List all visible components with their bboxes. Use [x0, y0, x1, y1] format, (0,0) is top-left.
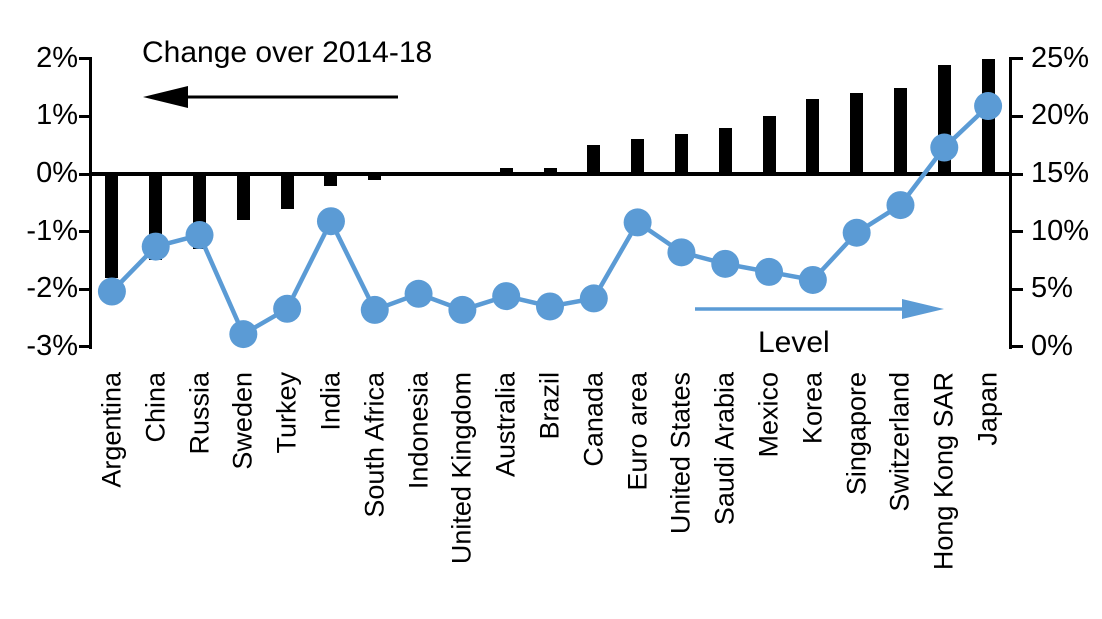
- category-label-canada: Canada: [578, 372, 609, 467]
- bar-mexico: [762, 116, 776, 174]
- bar-switzerland: [893, 87, 907, 174]
- category-label-australia: Australia: [490, 372, 521, 478]
- bar-korea: [806, 99, 820, 174]
- category-label-japan: Japan: [972, 372, 1003, 446]
- bar-sweden: [236, 174, 250, 221]
- left-tick-label: 1%: [36, 99, 78, 132]
- level-dot-turkey: [273, 294, 302, 323]
- bar-canada: [587, 145, 601, 174]
- bar-brazil: [543, 168, 557, 174]
- left-tick-label: 0%: [36, 156, 78, 189]
- bar-china: [149, 174, 163, 261]
- category-label-indonesia: Indonesia: [403, 372, 434, 490]
- level-dot-korea: [798, 265, 827, 294]
- right-tick-mark: [1012, 172, 1023, 176]
- right-tick-label: 5%: [1031, 272, 1073, 305]
- category-label-saudi-arabia: Saudi Arabia: [709, 372, 740, 526]
- level-dot-sweden: [229, 320, 258, 349]
- level-dot-singapore: [842, 218, 871, 247]
- level-dot-euro-area: [623, 208, 652, 237]
- right-tick-label: 0%: [1031, 329, 1073, 362]
- bar-russia: [193, 174, 207, 249]
- left-tick-label: -2%: [26, 272, 78, 305]
- right-axis-spine: [1008, 57, 1012, 349]
- level-dot-canada: [579, 284, 608, 313]
- right-tick-label: 10%: [1031, 214, 1090, 247]
- level-dot-saudi-arabia: [711, 249, 740, 278]
- level-dot-united-kingdom: [448, 295, 477, 324]
- category-label-hong-kong-sar: Hong Kong SAR: [928, 372, 959, 571]
- bar-india: [324, 174, 338, 186]
- level-dot-mexico: [755, 257, 784, 286]
- category-label-singapore: Singapore: [841, 372, 872, 496]
- left-tick-mark: [79, 57, 90, 61]
- right-tick-label: 20%: [1031, 99, 1090, 132]
- left-arrow-icon: [143, 86, 398, 108]
- left-tick-label: -3%: [26, 329, 78, 362]
- right-tick-mark: [1012, 230, 1023, 234]
- category-label-india: India: [315, 372, 346, 431]
- left-tick-mark: [79, 114, 90, 118]
- left-tick-mark: [79, 230, 90, 234]
- category-label-korea: Korea: [797, 372, 828, 445]
- bar-japan: [981, 58, 995, 174]
- left-tick-mark: [79, 172, 90, 176]
- right-tick-mark: [1012, 57, 1023, 61]
- bar-saudi-arabia: [718, 127, 732, 174]
- bar-singapore: [850, 93, 864, 174]
- bar-argentina: [105, 174, 119, 278]
- level-dot-argentina: [97, 277, 126, 306]
- level-dot-australia: [492, 282, 521, 311]
- category-label-brazil: Brazil: [534, 372, 565, 440]
- bar-south-africa: [368, 174, 382, 180]
- level-dot-south-africa: [360, 295, 389, 324]
- level-dot-switzerland: [886, 191, 915, 220]
- left-tick-mark: [79, 287, 90, 291]
- category-label-turkey: Turkey: [271, 372, 302, 454]
- left-tick-label: -1%: [26, 214, 78, 247]
- right-tick-mark: [1012, 114, 1023, 118]
- category-label-mexico: Mexico: [753, 372, 784, 458]
- category-label-united-kingdom: United Kingdom: [446, 372, 477, 565]
- level-dot-indonesia: [404, 279, 433, 308]
- category-label-russia: Russia: [184, 372, 215, 455]
- right-arrow-icon: [695, 299, 944, 319]
- category-label-argentina: Argentina: [96, 372, 127, 488]
- bar-united-states: [674, 133, 688, 174]
- left-tick-mark: [79, 345, 90, 349]
- category-label-south-africa: South Africa: [359, 372, 390, 518]
- category-label-euro-area: Euro area: [622, 372, 653, 491]
- bar-series-label: Change over 2014-18: [142, 36, 433, 69]
- category-label-sweden: Sweden: [227, 372, 258, 470]
- left-axis-spine: [88, 57, 92, 349]
- line-series-label: Level: [758, 326, 830, 359]
- bar-hong-kong-sar: [937, 64, 951, 174]
- right-tick-mark: [1012, 287, 1023, 291]
- right-tick-label: 25%: [1031, 41, 1090, 74]
- bar-australia: [499, 168, 513, 174]
- left-tick-label: 2%: [36, 41, 78, 74]
- level-dot-united-states: [667, 238, 696, 267]
- bar-euro-area: [631, 139, 645, 174]
- bar-turkey: [280, 174, 294, 209]
- right-tick-label: 15%: [1031, 156, 1090, 189]
- category-label-united-states: United States: [665, 372, 696, 535]
- category-label-china: China: [140, 372, 171, 443]
- category-label-switzerland: Switzerland: [884, 372, 915, 512]
- level-dot-brazil: [536, 292, 564, 321]
- level-dot-india: [316, 207, 345, 236]
- right-tick-mark: [1012, 345, 1023, 349]
